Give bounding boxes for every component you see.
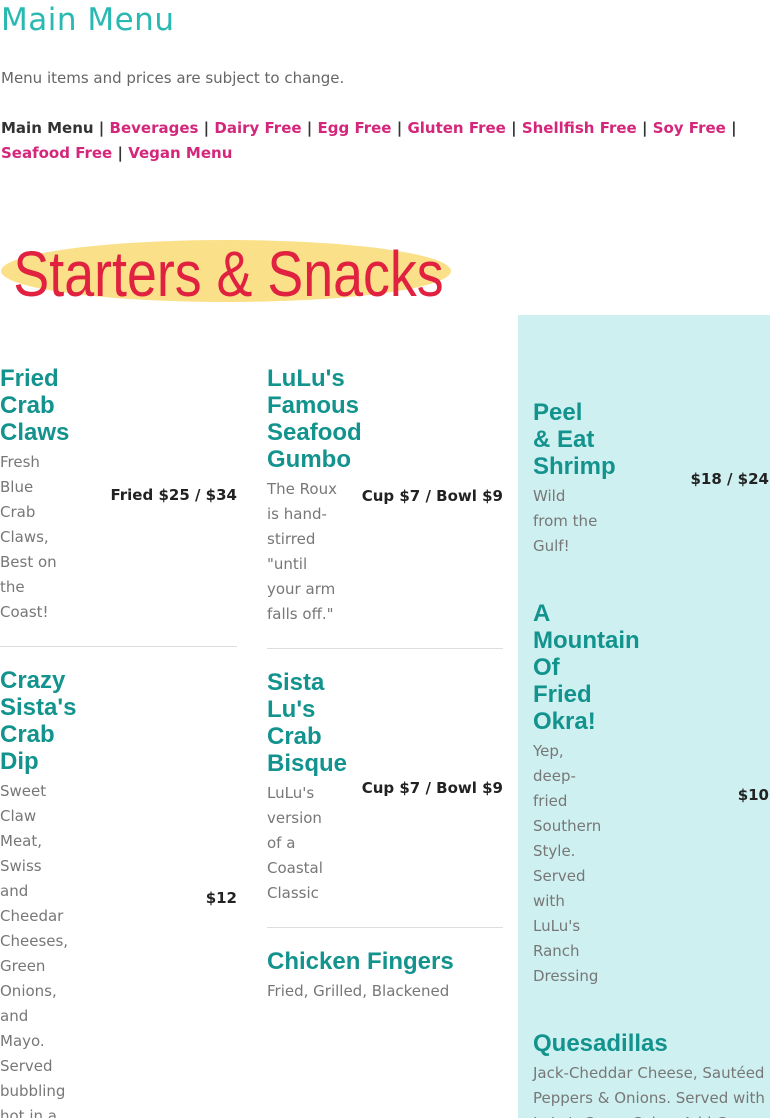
item-name: Quesadillas — [533, 1030, 668, 1057]
menu-nav: Main Menu | Beverages | Dairy Free | Egg… — [1, 116, 746, 166]
nav-separator: | — [98, 119, 105, 137]
menu-item: Fried Crab Claws Fresh Blue Crab Claws, B… — [0, 365, 237, 646]
nav-link[interactable]: Gluten Free — [407, 119, 506, 137]
item-price: Fried $25 / $34 — [110, 486, 237, 504]
item-description: Fried, Grilled, Blackened — [267, 982, 450, 1000]
menu-item: Chicken Fingers Fried, Grilled, Blackened — [267, 927, 503, 1025]
nav-separator: | — [117, 144, 123, 162]
menu-item: Quesadillas Jack-Cheddar Cheese, Sautéed … — [533, 1010, 769, 1118]
item-name: Fried Crab Claws — [0, 365, 70, 446]
section-title: Starters & Snacks — [13, 238, 443, 308]
menu-column: LuLu's Famous Seafood Gumbo The Roux is h… — [267, 315, 503, 1118]
notice: Menu items and prices are subject to cha… — [1, 69, 345, 87]
item-price: $18 / $24 — [690, 470, 769, 488]
item-text: A Mountain Of Fried Okra! Yep, deep-fried… — [533, 600, 640, 989]
nav-current: Main Menu — [1, 119, 94, 137]
item-price: Cup $7 / Bowl $9 — [361, 778, 503, 797]
menu-item: Crazy Sista's Crab Dip Sweet Claw Meat, S… — [0, 646, 237, 1118]
item-text: Crazy Sista's Crab Dip Sweet Claw Meat, S… — [0, 667, 77, 1118]
item-text: Sista Lu's Crab Bisque LuLu's version of … — [267, 669, 348, 906]
menu-item: A Mountain Of Fried Okra! Yep, deep-fried… — [533, 580, 769, 1010]
menu-item: LuLu's Famous Seafood Gumbo The Roux is h… — [267, 365, 503, 648]
item-price: $10 — [737, 785, 769, 804]
item-price: $12 — [205, 889, 237, 907]
nav-separator: | — [641, 119, 648, 137]
item-description: Wild from the Gulf! — [533, 487, 598, 555]
menu-columns: Fried Crab Claws Fresh Blue Crab Claws, B… — [0, 315, 770, 1118]
item-text: Peel & Eat Shrimp Wild from the Gulf! — [533, 399, 616, 559]
item-description: LuLu's version of a Coastal Classic — [267, 784, 323, 902]
nav-link[interactable]: Shellfish Free — [521, 119, 637, 137]
item-text: Fried Crab Claws Fresh Blue Crab Claws, B… — [0, 365, 72, 625]
item-text: Chicken Fingers Fried, Grilled, Blackened — [267, 948, 454, 1004]
nav-separator: | — [511, 119, 517, 137]
item-name: Peel & Eat Shrimp — [533, 399, 616, 480]
item-name: Chicken Fingers — [267, 948, 454, 975]
section-banner: Starters & Snacks — [1, 238, 451, 308]
item-description: The Roux is hand-stirred "until your arm… — [267, 480, 337, 623]
item-name: A Mountain Of Fried Okra! — [533, 600, 640, 735]
item-text: Quesadillas Jack-Cheddar Cheese, Sautéed … — [533, 1030, 769, 1118]
page-title: Main Menu — [1, 2, 175, 38]
nav-separator: | — [731, 119, 737, 137]
nav-link[interactable]: Beverages — [109, 119, 199, 137]
nav-link[interactable]: Vegan Menu — [128, 144, 233, 162]
nav-separator: | — [306, 119, 313, 137]
item-price: Cup $7 / Bowl $9 — [361, 487, 503, 505]
menu-column: Fried Crab Claws Fresh Blue Crab Claws, B… — [0, 315, 237, 1118]
menu-item: Peel & Eat Shrimp Wild from the Gulf! $18 … — [533, 399, 769, 580]
nav-link[interactable]: Soy Free — [652, 119, 726, 137]
item-description: Sweet Claw Meat, Swiss and Cheedar Chees… — [0, 782, 69, 1118]
item-name: LuLu's Famous Seafood Gumbo — [267, 365, 362, 473]
nav-link[interactable]: Egg Free — [317, 119, 392, 137]
nav-link[interactable]: Seafood Free — [1, 144, 113, 162]
nav-separator: | — [203, 119, 210, 137]
item-description: Jack-Cheddar Cheese, Sautéed Peppers & O… — [533, 1064, 765, 1118]
menu-column: Peel & Eat Shrimp Wild from the Gulf! $18 … — [518, 315, 770, 1118]
nav-separator: | — [396, 119, 403, 137]
item-text: LuLu's Famous Seafood Gumbo The Roux is h… — [267, 365, 362, 627]
menu-item: Sista Lu's Crab Bisque LuLu's version of … — [267, 648, 503, 927]
banner-shape — [1, 240, 451, 302]
item-description: Yep, deep-fried Southern Style. Served w… — [533, 742, 602, 985]
item-name: Crazy Sista's Crab Dip — [0, 667, 77, 775]
item-name: Sista Lu's Crab Bisque — [267, 669, 348, 777]
item-description: Fresh Blue Crab Claws, Best on the Coast… — [0, 453, 57, 621]
nav-link[interactable]: Dairy Free — [214, 119, 302, 137]
